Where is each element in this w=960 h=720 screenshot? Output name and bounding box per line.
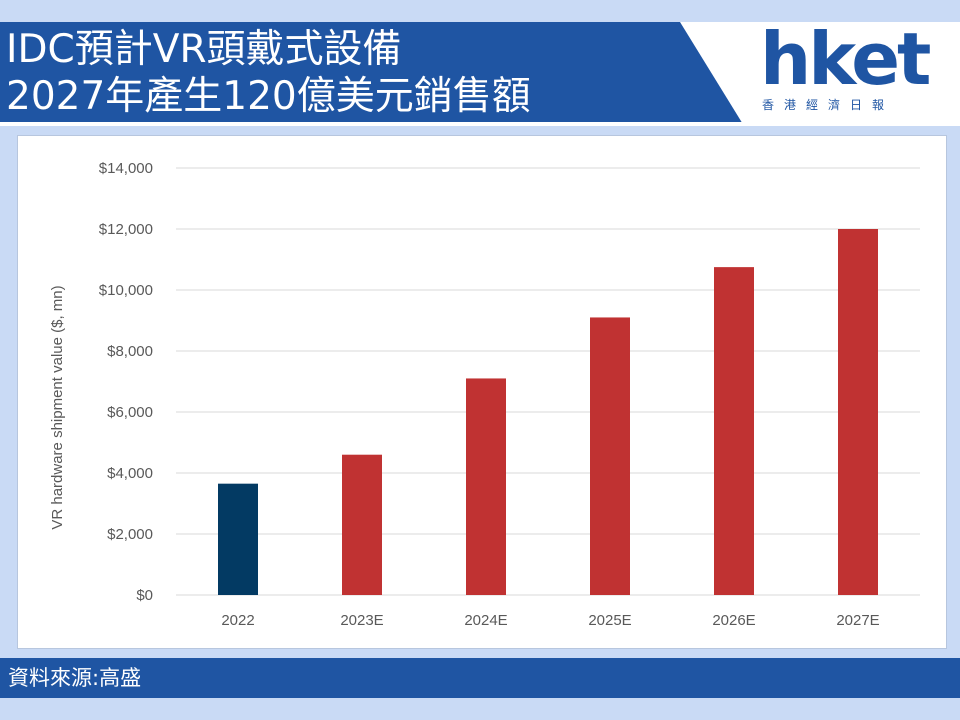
title-line-1: IDC預計VR頭戴式設備 [6, 27, 402, 72]
y-tick-label: $2,000 [107, 526, 153, 543]
bar-chart: $0 $2,000 $4,000 $6,000 $8,000 $10,000 $12,000… [49, 160, 920, 629]
x-tick-label: 2026E [712, 612, 755, 629]
x-tick-label: 2025E [588, 612, 631, 629]
page-title: IDC預計VR頭戴式設備 2027年產生120億美元銷售額 [6, 26, 706, 122]
y-tick-label: $14,000 [99, 160, 153, 177]
y-tick-label: $10,000 [99, 282, 153, 299]
y-tick-label: $12,000 [99, 221, 153, 238]
hket-logo: hket [760, 17, 931, 101]
chart-panel: $0 $2,000 $4,000 $6,000 $8,000 $10,000 $12,000… [18, 136, 946, 648]
x-tick-label: 2027E [836, 612, 879, 629]
bar-2024e [466, 378, 506, 595]
title-line-2: 2027年產生120億美元銷售額 [6, 74, 531, 119]
x-axis-ticks: 2022 2023E 2024E 2025E 2026E 2027E [221, 612, 879, 629]
gridlines [176, 167, 920, 596]
y-tick-label: $0 [136, 587, 153, 604]
bars [218, 229, 878, 595]
y-axis-ticks: $0 $2,000 $4,000 $6,000 $8,000 $10,000 $12,000… [99, 160, 153, 604]
footer-bar: 資料來源:高盛 [0, 658, 960, 698]
x-tick-label: 2024E [464, 612, 507, 629]
bar-2027e [838, 229, 878, 595]
x-tick-label: 2023E [340, 612, 383, 629]
y-tick-label: $4,000 [107, 465, 153, 482]
bar-2026e [714, 267, 754, 595]
x-tick-label: 2022 [221, 612, 254, 629]
source-note: 資料來源:高盛 [8, 666, 142, 690]
bar-2023e [342, 454, 382, 595]
y-axis-title: VR hardware shipment value ($, mn) [49, 285, 66, 529]
y-tick-label: $6,000 [107, 404, 153, 421]
bar-2022 [218, 483, 258, 595]
y-tick-label: $8,000 [107, 343, 153, 360]
bar-2025e [590, 317, 630, 595]
title-divider [0, 122, 960, 126]
hket-logo-subtitle: 香港經濟日報 [762, 98, 895, 112]
